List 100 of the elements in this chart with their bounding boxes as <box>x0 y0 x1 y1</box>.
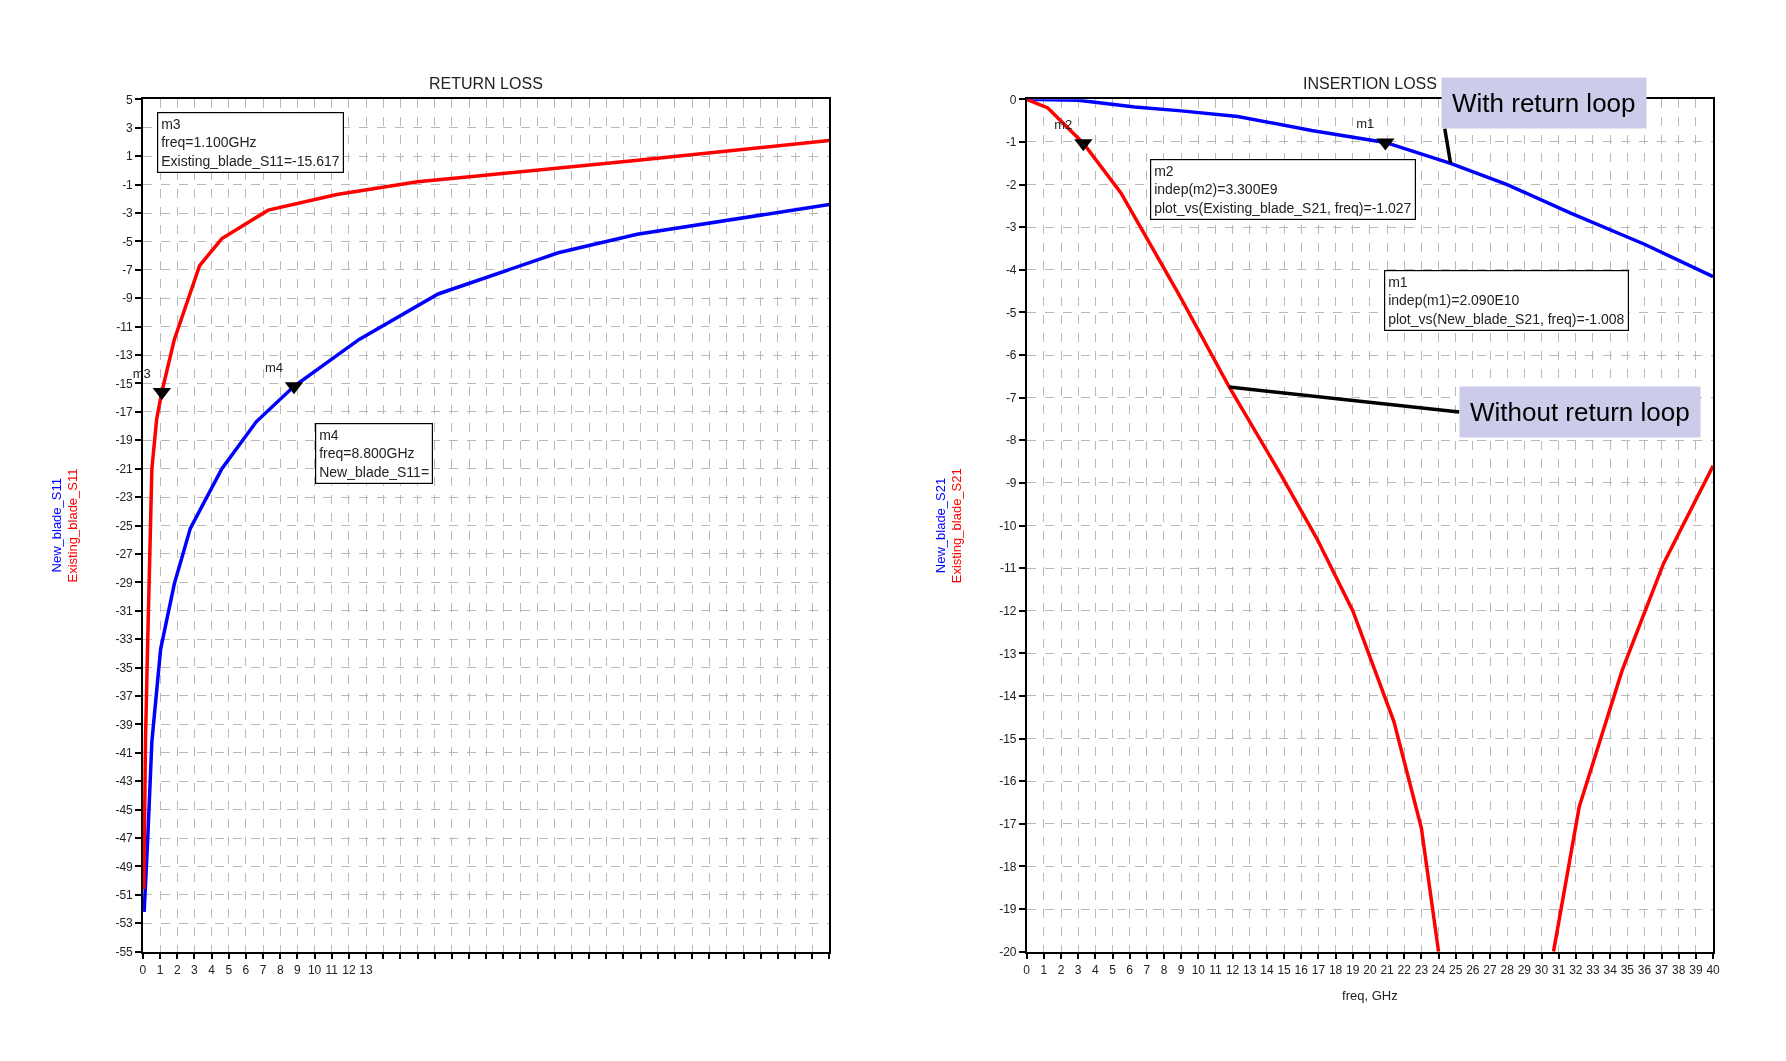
x-tick-label: 16 <box>1294 962 1309 977</box>
y-tick-label: -13 <box>115 348 134 363</box>
y-tick-label: -27 <box>115 547 134 562</box>
annotation: Without return loop <box>1470 397 1690 427</box>
y-tick-label: -20 <box>999 944 1017 959</box>
x-tick-label: 40 <box>1706 962 1721 977</box>
y-tick-label: -14 <box>999 689 1017 704</box>
y-tick-label: -23 <box>115 490 134 505</box>
x-tick-label: 34 <box>1603 962 1618 977</box>
x-tick-label: 11 <box>1209 962 1223 977</box>
x-tick-label: 36 <box>1637 962 1652 977</box>
x-tick-label: 38 <box>1672 962 1686 977</box>
x-tick-label: 2 <box>173 962 181 977</box>
x-tick-label: 27 <box>1483 962 1498 977</box>
y-tick-label: -19 <box>999 902 1017 917</box>
text: New_blade_S21 <box>933 477 949 574</box>
y-tick-label: -45 <box>115 802 134 817</box>
y-tick-label: -18 <box>999 859 1017 874</box>
x-tick-label: 6 <box>1126 962 1134 977</box>
x-axis-title: freq, GHz <box>1342 987 1398 1003</box>
y-tick-label: -47 <box>115 831 134 846</box>
y-tick-label: -16 <box>999 774 1017 789</box>
chart-title: INSERTION LOSS <box>1303 75 1437 92</box>
x-tick-label: 29 <box>1517 962 1532 977</box>
x-tick-label: 10 <box>307 962 322 977</box>
x-tick-label: 25 <box>1449 962 1463 977</box>
x-tick-label: 5 <box>225 962 233 977</box>
y-tick-label: -8 <box>1005 433 1017 448</box>
annotation: With return loop <box>1452 88 1636 118</box>
x-tick-label: 37 <box>1654 962 1669 977</box>
x-tick-label: 14 <box>1260 962 1274 977</box>
chart-title: RETURN LOSS <box>429 75 543 92</box>
annotation: m1 indep(m1)=2.090E10 plot_vs(New_blade_S21, freq)=-1.008 <box>1388 274 1625 327</box>
x-tick-label: 24 <box>1431 962 1446 977</box>
y-tick-label: -37 <box>115 689 134 704</box>
y-tick-label: -3 <box>122 206 134 221</box>
y-tick-label: -17 <box>999 816 1017 831</box>
x-tick-label: 0 <box>139 962 147 977</box>
x-tick-label: 12 <box>342 962 356 977</box>
x-tick-label: 21 <box>1380 962 1395 977</box>
y-tick-label: -4 <box>1005 263 1017 278</box>
y-tick-label: -6 <box>1005 348 1017 363</box>
x-tick-label: 3 <box>1074 962 1082 977</box>
x-tick-label: 28 <box>1500 962 1515 977</box>
annotation: m1 <box>1356 116 1375 132</box>
x-tick-label: 19 <box>1346 962 1360 977</box>
y-tick-label: -5 <box>122 234 134 249</box>
y-tick-label: 3 <box>126 120 134 135</box>
x-tick-label: 26 <box>1466 962 1480 977</box>
y-tick-label: -53 <box>115 916 134 931</box>
x-tick-label: 22 <box>1397 962 1412 977</box>
y-tick-label: -31 <box>115 603 134 618</box>
x-tick-label: 4 <box>208 962 216 977</box>
y-tick-label: -19 <box>115 433 134 448</box>
y-tick-label: -29 <box>115 575 134 590</box>
x-tick-label: 39 <box>1689 962 1703 977</box>
x-tick-label: 5 <box>1109 962 1117 977</box>
x-tick-label: 31 <box>1551 962 1566 977</box>
y-tick-label: -15 <box>115 376 134 391</box>
y-tick-label: 1 <box>126 149 134 164</box>
y-tick-label: -21 <box>115 461 134 476</box>
y-tick-label: -55 <box>115 944 134 959</box>
annotation: m2 indep(m2)=3.300E9 plot_vs(Existing_blade_S21, freq)=-1.027 <box>1154 163 1412 216</box>
x-tick-label: 12 <box>1225 962 1240 977</box>
x-tick-label: 33 <box>1586 962 1600 977</box>
y-tick-label: 0 <box>1009 92 1017 107</box>
y-tick-label: -49 <box>115 859 134 874</box>
x-tick-label: 9 <box>294 962 302 977</box>
x-tick-label: 20 <box>1363 962 1377 977</box>
x-tick-label: 18 <box>1328 962 1343 977</box>
annotation: m3 freq=1.100GHz Existing_blade_S11=-15.617 <box>161 116 340 169</box>
text: Existing_blade_S11 <box>65 468 81 583</box>
x-tick-label: 3 <box>191 962 199 977</box>
y-tick-label: 5 <box>126 92 134 107</box>
x-tick-label: 13 <box>1243 962 1257 977</box>
x-tick-label: 32 <box>1569 962 1583 977</box>
text: Existing_blade_S21 <box>949 468 965 584</box>
annotation: m4 freq=8.800GHz New_blade_S11= <box>319 427 430 480</box>
x-tick-label: 2 <box>1057 962 1065 977</box>
x-tick-label: 7 <box>259 962 267 977</box>
y-tick-label: -3 <box>1005 220 1017 235</box>
y-tick-label: -9 <box>1005 476 1017 491</box>
y-tick-label: -15 <box>999 731 1017 746</box>
x-tick-label: 9 <box>1177 962 1185 977</box>
x-tick-label: 13 <box>359 962 374 977</box>
x-tick-label: 1 <box>1040 962 1048 977</box>
y-tick-label: -39 <box>115 717 134 732</box>
y-tick-label: -7 <box>122 263 134 278</box>
x-tick-label: 11 <box>325 962 339 977</box>
text: New_blade_S11 <box>49 478 65 573</box>
y-tick-label: -5 <box>1005 305 1017 320</box>
x-tick-label: 35 <box>1620 962 1635 977</box>
x-tick-label: 6 <box>242 962 250 977</box>
y-tick-label: -11 <box>116 319 134 334</box>
y-tick-label: -25 <box>115 518 134 533</box>
y-tick-label: -33 <box>115 632 134 647</box>
x-tick-label: 17 <box>1311 962 1326 977</box>
x-tick-label: 1 <box>156 962 164 977</box>
x-tick-label: 30 <box>1534 962 1549 977</box>
y-tick-label: -35 <box>115 660 134 675</box>
